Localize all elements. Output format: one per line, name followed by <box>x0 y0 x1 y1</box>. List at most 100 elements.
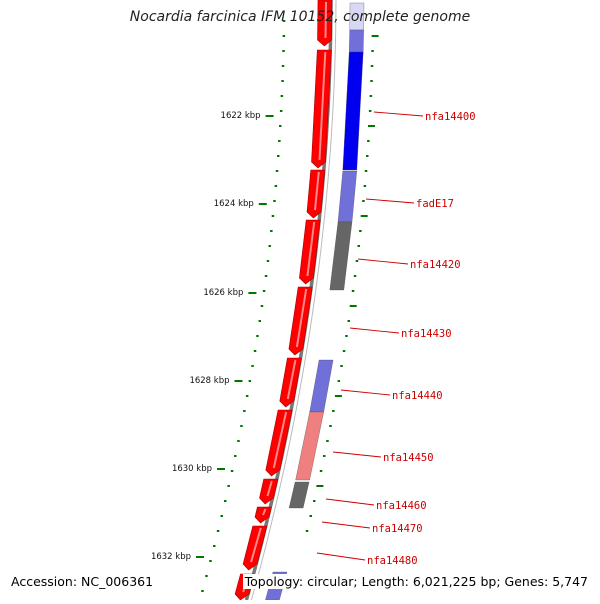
ruler-minor-tick <box>201 590 204 592</box>
ruler-minor-tick <box>282 35 286 37</box>
ruler-minor-tick <box>282 50 285 52</box>
ruler-major-tick <box>258 203 267 205</box>
ruler-minor-tick <box>273 200 276 202</box>
gene-leader-line <box>357 258 409 265</box>
ruler-tick-label: 1624 kbp <box>214 199 254 209</box>
gene-leader-line <box>373 111 424 117</box>
ruler-minor-tick <box>230 470 234 472</box>
outer-tick <box>360 215 368 217</box>
ruler-minor-tick <box>227 485 230 487</box>
outer-tick <box>368 125 375 127</box>
ruler-minor-tick <box>270 230 273 232</box>
ruler-minor-tick <box>281 80 284 82</box>
ruler-minor-tick <box>260 305 264 307</box>
ruler-tick-label: 1628 kbp <box>189 376 229 386</box>
gene-leader-line <box>349 327 400 334</box>
reverse-gene-block <box>309 359 334 413</box>
ruler-minor-tick <box>278 140 281 142</box>
outer-ticks <box>305 35 379 532</box>
outer-tick <box>337 380 341 382</box>
ruler-minor-tick <box>224 500 227 502</box>
outer-tick <box>326 440 329 442</box>
backbone-inner-line <box>250 0 337 601</box>
ruler-minor-tick <box>237 440 240 442</box>
ruler-minor-tick <box>275 170 279 172</box>
forward-gene-highlight <box>262 508 267 516</box>
gene-label: nfa14400 <box>425 111 476 123</box>
forward-gene-highlight <box>286 359 297 400</box>
ruler-minor-tick <box>274 185 278 187</box>
ruler-minor-tick <box>271 215 275 217</box>
ruler-minor-tick <box>281 65 285 67</box>
ruler-major-tick <box>265 115 274 117</box>
reverse-gene-block <box>349 29 364 53</box>
ruler-minor-tick <box>213 545 216 547</box>
ruler-minor-tick <box>234 455 237 457</box>
outer-tick <box>334 395 342 397</box>
forward-gene-highlight <box>324 1 327 39</box>
ruler-minor-tick <box>268 245 271 247</box>
ruler-major-tick <box>248 292 257 294</box>
outer-tick <box>332 410 335 412</box>
ruler-minor-tick <box>240 425 243 427</box>
outer-tick <box>316 485 324 487</box>
outer-tick <box>313 500 316 502</box>
gene-label: nfa14480 <box>367 555 418 567</box>
ruler-major-tick <box>217 468 225 470</box>
outer-tick <box>329 425 332 427</box>
reverse-strand-genes <box>265 2 365 601</box>
ruler-minor-tick <box>256 335 259 337</box>
outer-tick <box>309 515 312 517</box>
outer-tick <box>342 350 346 352</box>
ruler-minor-tick <box>262 290 266 292</box>
outer-tick <box>364 170 368 172</box>
ruler-minor-tick <box>282 20 286 22</box>
forward-gene-highlight <box>318 51 327 161</box>
forward-gene-highlight <box>306 221 316 277</box>
outer-tick <box>370 65 374 67</box>
ruler-minor-tick <box>279 125 282 127</box>
ruler-tick-label: 1622 kbp <box>221 111 261 121</box>
gene-leader-line <box>321 521 371 529</box>
ruler-tick-label: 1626 kbp <box>203 288 243 298</box>
forward-gene-highlight <box>266 480 273 497</box>
ruler-minor-tick <box>248 380 252 382</box>
gene-label: nfa14470 <box>372 523 423 535</box>
reverse-gene-block <box>295 411 324 481</box>
outer-tick <box>355 260 359 262</box>
ruler-minor-tick <box>205 575 208 577</box>
ruler-tick-label: 1630 kbp <box>172 464 212 474</box>
outer-tick <box>363 185 367 187</box>
genome-summary-text: Topology: circular; Length: 6,021,225 bp… <box>242 574 590 589</box>
ruler-minor-tick <box>280 95 284 97</box>
outer-tick <box>362 200 365 202</box>
gene-label: nfa14430 <box>401 328 452 340</box>
outer-tick <box>305 530 309 532</box>
outer-tick <box>349 305 357 307</box>
reverse-gene-block <box>342 51 364 171</box>
forward-strand-genes <box>234 0 333 601</box>
gene-leader-line <box>365 198 415 204</box>
forward-gene-highlight <box>250 527 262 563</box>
gene-leader-line <box>340 389 391 396</box>
gene-leader-line <box>332 451 382 458</box>
ruler-minor-tick <box>243 410 246 412</box>
ruler-minor-tick <box>209 560 212 562</box>
outer-tick <box>371 35 379 37</box>
reverse-gene-block <box>329 221 353 291</box>
outer-tick <box>367 140 370 142</box>
ruler-minor-tick <box>258 320 261 322</box>
gene-label: nfa14460 <box>376 500 427 512</box>
ruler-minor-tick <box>277 155 280 157</box>
outer-tick <box>340 365 343 367</box>
ruler-minor-tick <box>251 365 254 367</box>
reverse-gene-block <box>288 481 310 509</box>
gene-label: nfa14440 <box>392 390 443 402</box>
gene-label: nfa14420 <box>410 259 461 271</box>
outer-tick <box>353 275 357 277</box>
ruler-minor-tick <box>279 110 283 112</box>
forward-gene-highlight <box>314 171 320 211</box>
outer-tick <box>319 470 323 472</box>
ruler-minor-tick <box>220 515 223 517</box>
